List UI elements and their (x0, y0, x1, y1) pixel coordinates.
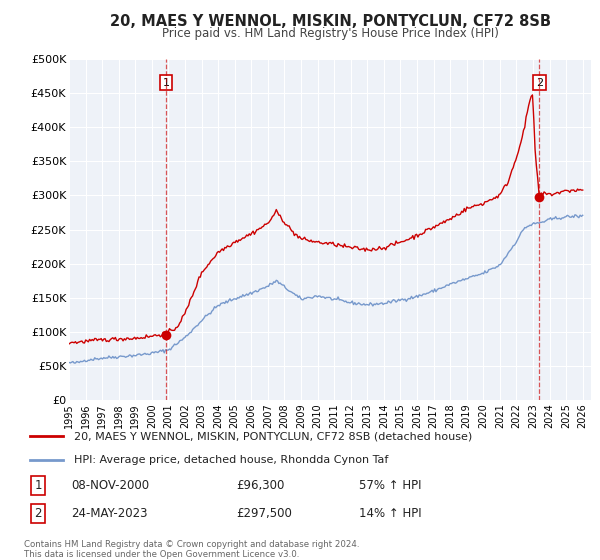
Text: Contains HM Land Registry data © Crown copyright and database right 2024.: Contains HM Land Registry data © Crown c… (24, 540, 359, 549)
Text: 57% ↑ HPI: 57% ↑ HPI (359, 479, 421, 492)
Text: Price paid vs. HM Land Registry's House Price Index (HPI): Price paid vs. HM Land Registry's House … (161, 27, 499, 40)
Text: 1: 1 (163, 78, 170, 88)
Text: 2: 2 (536, 78, 543, 88)
Text: 14% ↑ HPI: 14% ↑ HPI (359, 507, 421, 520)
Text: HPI: Average price, detached house, Rhondda Cynon Taf: HPI: Average price, detached house, Rhon… (74, 455, 389, 465)
Text: 1: 1 (34, 479, 42, 492)
Text: 08-NOV-2000: 08-NOV-2000 (71, 479, 149, 492)
Text: £96,300: £96,300 (236, 479, 284, 492)
Text: This data is licensed under the Open Government Licence v3.0.: This data is licensed under the Open Gov… (24, 550, 299, 559)
Text: 2: 2 (34, 507, 42, 520)
Text: 20, MAES Y WENNOL, MISKIN, PONTYCLUN, CF72 8SB (detached house): 20, MAES Y WENNOL, MISKIN, PONTYCLUN, CF… (74, 431, 472, 441)
Text: £297,500: £297,500 (236, 507, 292, 520)
Text: 24-MAY-2023: 24-MAY-2023 (71, 507, 148, 520)
Text: 20, MAES Y WENNOL, MISKIN, PONTYCLUN, CF72 8SB: 20, MAES Y WENNOL, MISKIN, PONTYCLUN, CF… (110, 14, 551, 29)
